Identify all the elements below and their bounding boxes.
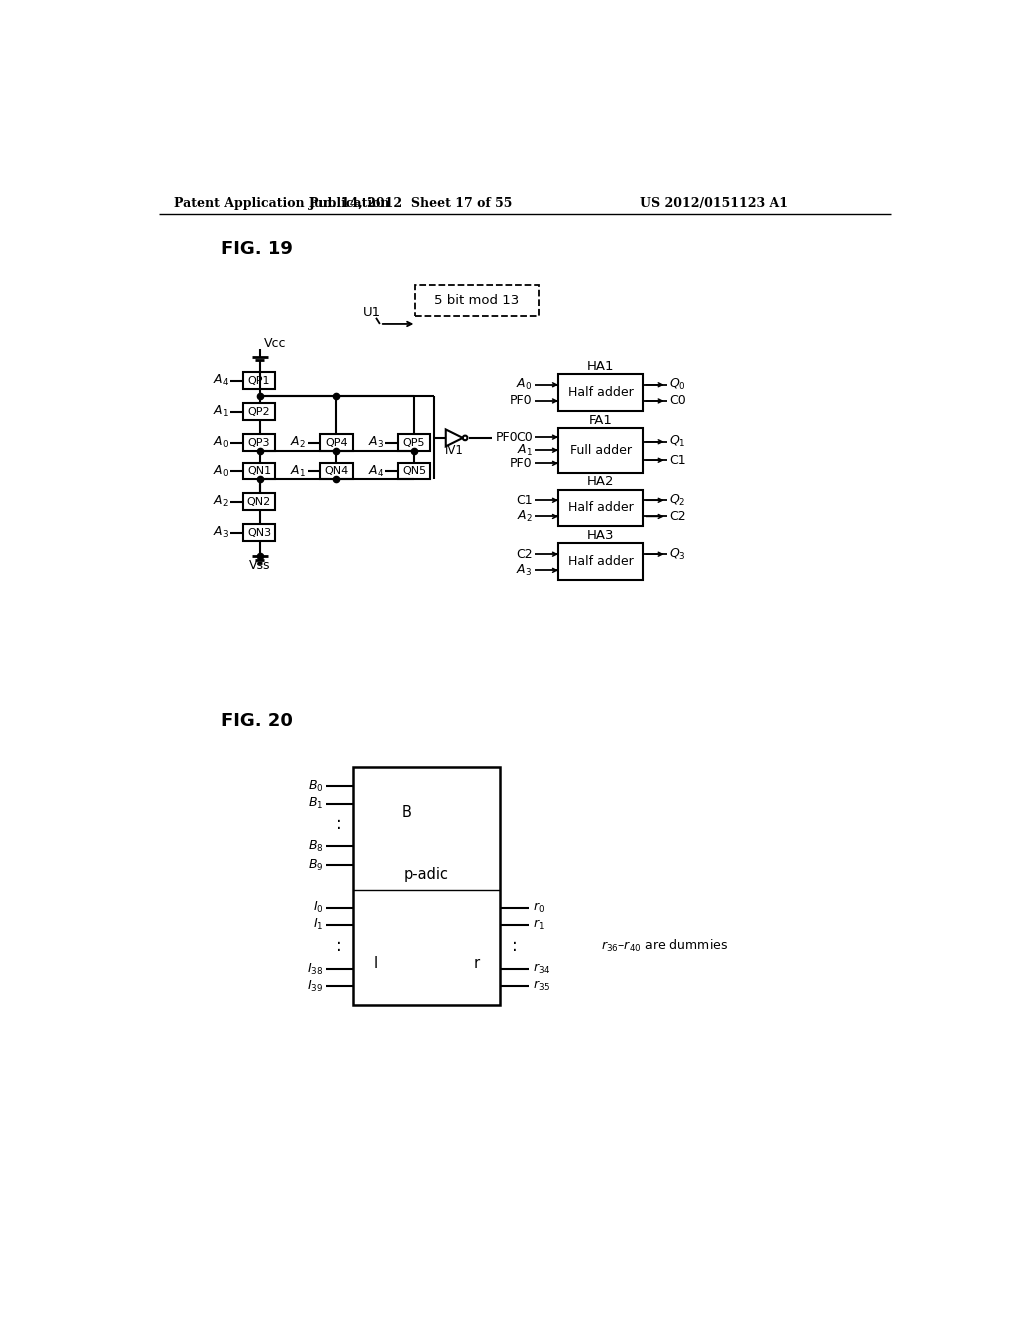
Text: Jun. 14, 2012  Sheet 17 of 55: Jun. 14, 2012 Sheet 17 of 55: [308, 197, 513, 210]
Text: C1: C1: [516, 494, 532, 507]
Text: IV1: IV1: [444, 444, 464, 457]
Text: PF0: PF0: [510, 395, 532, 408]
Bar: [558, 544, 643, 581]
Bar: [415, 285, 539, 317]
Text: $A_4$: $A_4$: [368, 463, 384, 479]
Text: FA1: FA1: [589, 413, 612, 426]
Text: $r_{34}$: $r_{34}$: [532, 962, 550, 977]
Text: $A_3$: $A_3$: [368, 436, 384, 450]
Text: $I_0$: $I_0$: [312, 900, 324, 915]
Text: $B_9$: $B_9$: [308, 858, 324, 873]
Text: HA1: HA1: [587, 360, 614, 372]
Text: QN5: QN5: [401, 466, 426, 477]
Text: PF0: PF0: [510, 457, 532, 470]
Bar: [397, 434, 430, 451]
Text: US 2012/0151123 A1: US 2012/0151123 A1: [640, 197, 787, 210]
Bar: [352, 767, 500, 1006]
Text: $A_3$: $A_3$: [516, 562, 532, 578]
Text: 5 bit mod 13: 5 bit mod 13: [434, 294, 519, 308]
Text: QN2: QN2: [247, 496, 271, 507]
Bar: [243, 372, 275, 389]
Text: r: r: [474, 956, 480, 970]
Text: FIG. 19: FIG. 19: [221, 240, 293, 259]
Text: Half adder: Half adder: [568, 385, 634, 399]
Text: QN1: QN1: [247, 466, 271, 477]
Text: $B_1$: $B_1$: [308, 796, 324, 812]
Bar: [243, 404, 275, 420]
Text: B: B: [402, 805, 412, 821]
Text: PF0: PF0: [496, 432, 519, 445]
Text: Half adder: Half adder: [568, 556, 634, 569]
Text: C2: C2: [669, 510, 686, 523]
Text: QN3: QN3: [247, 528, 271, 537]
Bar: [321, 462, 352, 479]
Text: $A_2$: $A_2$: [213, 494, 228, 510]
Text: $B_0$: $B_0$: [308, 779, 324, 793]
Text: C0: C0: [669, 395, 686, 408]
Text: $Q_3$: $Q_3$: [669, 546, 686, 562]
Text: C2: C2: [516, 548, 532, 561]
Text: QP3: QP3: [248, 437, 270, 447]
Bar: [558, 374, 643, 411]
Text: $I_1$: $I_1$: [313, 917, 324, 932]
Text: :: :: [336, 816, 342, 833]
Text: $A_0$: $A_0$: [213, 436, 228, 450]
Text: U1: U1: [364, 306, 381, 319]
Text: Vcc: Vcc: [263, 337, 286, 350]
Text: HA2: HA2: [587, 475, 614, 488]
Text: HA3: HA3: [587, 529, 614, 543]
Bar: [558, 428, 643, 473]
Bar: [397, 462, 430, 479]
Text: $Q_2$: $Q_2$: [669, 492, 685, 508]
Text: $A_1$: $A_1$: [213, 404, 228, 420]
Text: $Q_0$: $Q_0$: [669, 378, 686, 392]
Text: $A_4$: $A_4$: [213, 374, 228, 388]
Text: $r_{35}$: $r_{35}$: [532, 979, 550, 993]
Text: QP2: QP2: [248, 407, 270, 417]
Text: I: I: [374, 956, 378, 970]
Text: :: :: [512, 937, 517, 956]
Text: $A_0$: $A_0$: [213, 463, 228, 479]
Bar: [243, 462, 275, 479]
Text: QP1: QP1: [248, 376, 270, 385]
Text: Half adder: Half adder: [568, 502, 634, 515]
Text: Patent Application Publication: Patent Application Publication: [174, 197, 390, 210]
Text: $A_3$: $A_3$: [213, 525, 228, 540]
Text: QN4: QN4: [325, 466, 348, 477]
Bar: [243, 524, 275, 541]
Bar: [321, 434, 352, 451]
Text: FIG. 20: FIG. 20: [221, 711, 293, 730]
Text: $A_2$: $A_2$: [291, 436, 306, 450]
Text: $I_{39}$: $I_{39}$: [307, 978, 324, 994]
Text: :: :: [336, 937, 342, 956]
Text: Full adder: Full adder: [569, 444, 632, 457]
Text: $I_{38}$: $I_{38}$: [307, 962, 324, 977]
Text: $r_{36}$–$r_{40}$ are dummies: $r_{36}$–$r_{40}$ are dummies: [601, 939, 728, 954]
Text: $A_2$: $A_2$: [517, 510, 532, 524]
Text: $r_1$: $r_1$: [532, 917, 545, 932]
Text: $B_8$: $B_8$: [308, 838, 324, 854]
Text: p-adic: p-adic: [403, 867, 449, 882]
Text: C0: C0: [516, 430, 532, 444]
Text: $Q_1$: $Q_1$: [669, 434, 685, 449]
Text: C1: C1: [669, 454, 686, 467]
Text: $r_0$: $r_0$: [532, 900, 545, 915]
Text: $A_1$: $A_1$: [516, 442, 532, 458]
Text: Vss: Vss: [249, 560, 270, 573]
Text: QP5: QP5: [402, 437, 425, 447]
Bar: [558, 490, 643, 527]
Text: QP4: QP4: [326, 437, 348, 447]
Bar: [243, 494, 275, 511]
Bar: [243, 434, 275, 451]
Text: $A_1$: $A_1$: [290, 463, 306, 479]
Text: $A_0$: $A_0$: [516, 378, 532, 392]
